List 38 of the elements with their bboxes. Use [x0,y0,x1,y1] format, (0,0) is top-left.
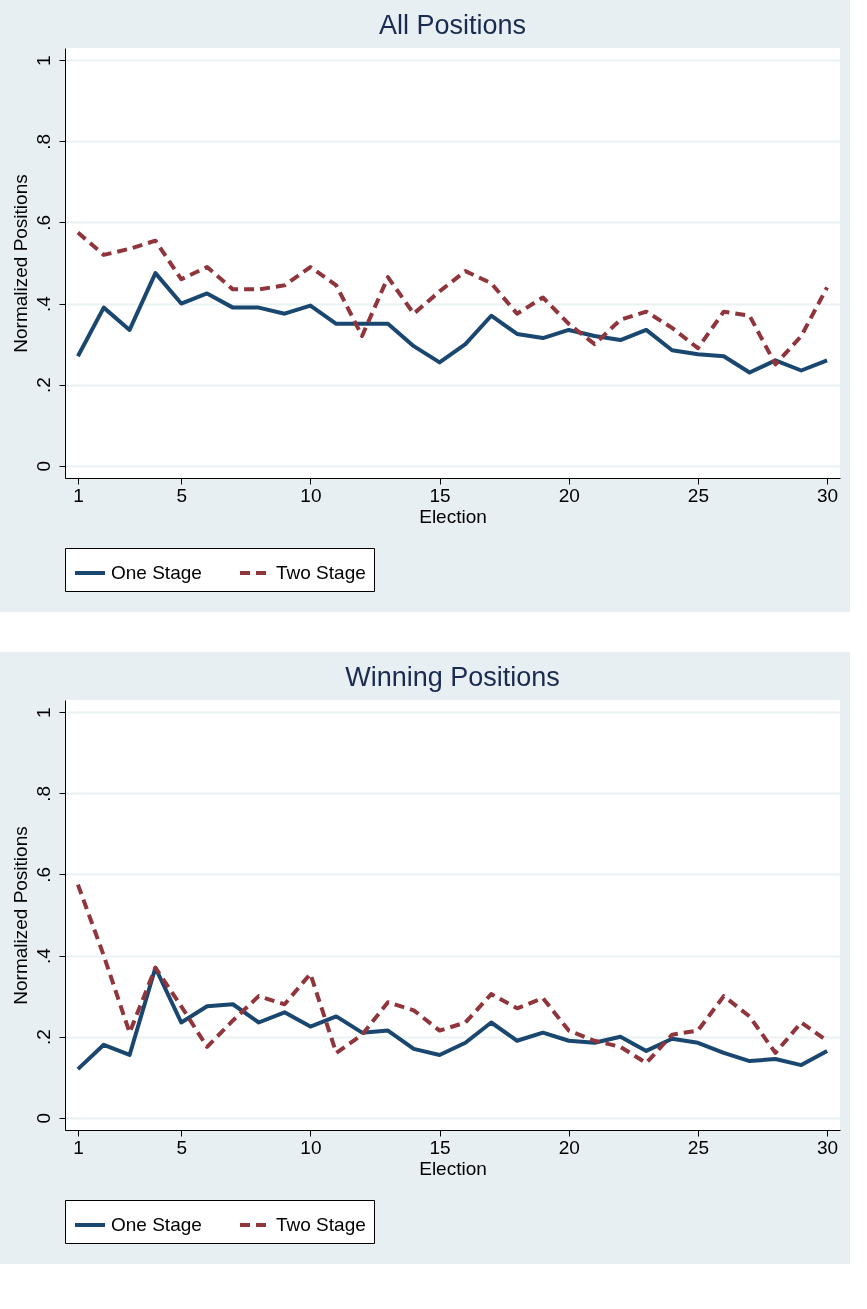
x-tick-label: 1 [73,1136,84,1158]
y-tick-label: .2 [32,377,54,394]
y-tick-label: .2 [32,1029,54,1046]
line-series [75,271,830,375]
y-tick-label: .8 [32,785,54,802]
y-tick-label: .4 [32,295,54,312]
legend-label: One Stage [111,1214,202,1235]
x-tick-label: 30 [817,1136,839,1158]
x-tick-label: 20 [558,484,580,506]
y-tick-label: .6 [32,215,54,231]
x-tick-label: 5 [176,484,188,506]
x-tick-label: 15 [429,1136,451,1158]
x-tick-label: 10 [300,484,322,506]
x-axis-title: Election [419,505,487,527]
x-tick-label: 30 [817,484,839,506]
y-tick-label: 1 [32,707,54,718]
y-tick-label: .8 [32,133,54,150]
chart-title: All Positions [378,10,527,40]
y-tick-label: 0 [32,1113,54,1124]
x-tick-label: 25 [687,484,709,506]
y-axis-title: Normalized Positions [9,174,31,353]
x-tick-label: 10 [300,1136,322,1158]
x-axis-title: Election [419,1157,487,1179]
x-tick-label: 5 [176,1136,188,1158]
x-tick-label: 1 [73,484,84,506]
x-tick-label: 20 [558,1136,580,1158]
line-series [75,230,830,367]
legend-label: One Stage [111,562,202,583]
x-tick-label: 15 [429,484,451,506]
legend-label: Two Stage [276,1214,366,1235]
x-tick-label: 25 [687,1136,709,1158]
y-tick-label: 0 [32,461,54,472]
y-tick-label: .6 [32,867,54,883]
y-tick-label: 1 [32,55,54,66]
chart-title: Winning Positions [345,662,560,692]
legend-label: Two Stage [276,562,366,583]
y-axis-title: Normalized Positions [9,826,31,1005]
y-tick-label: .4 [32,947,54,964]
